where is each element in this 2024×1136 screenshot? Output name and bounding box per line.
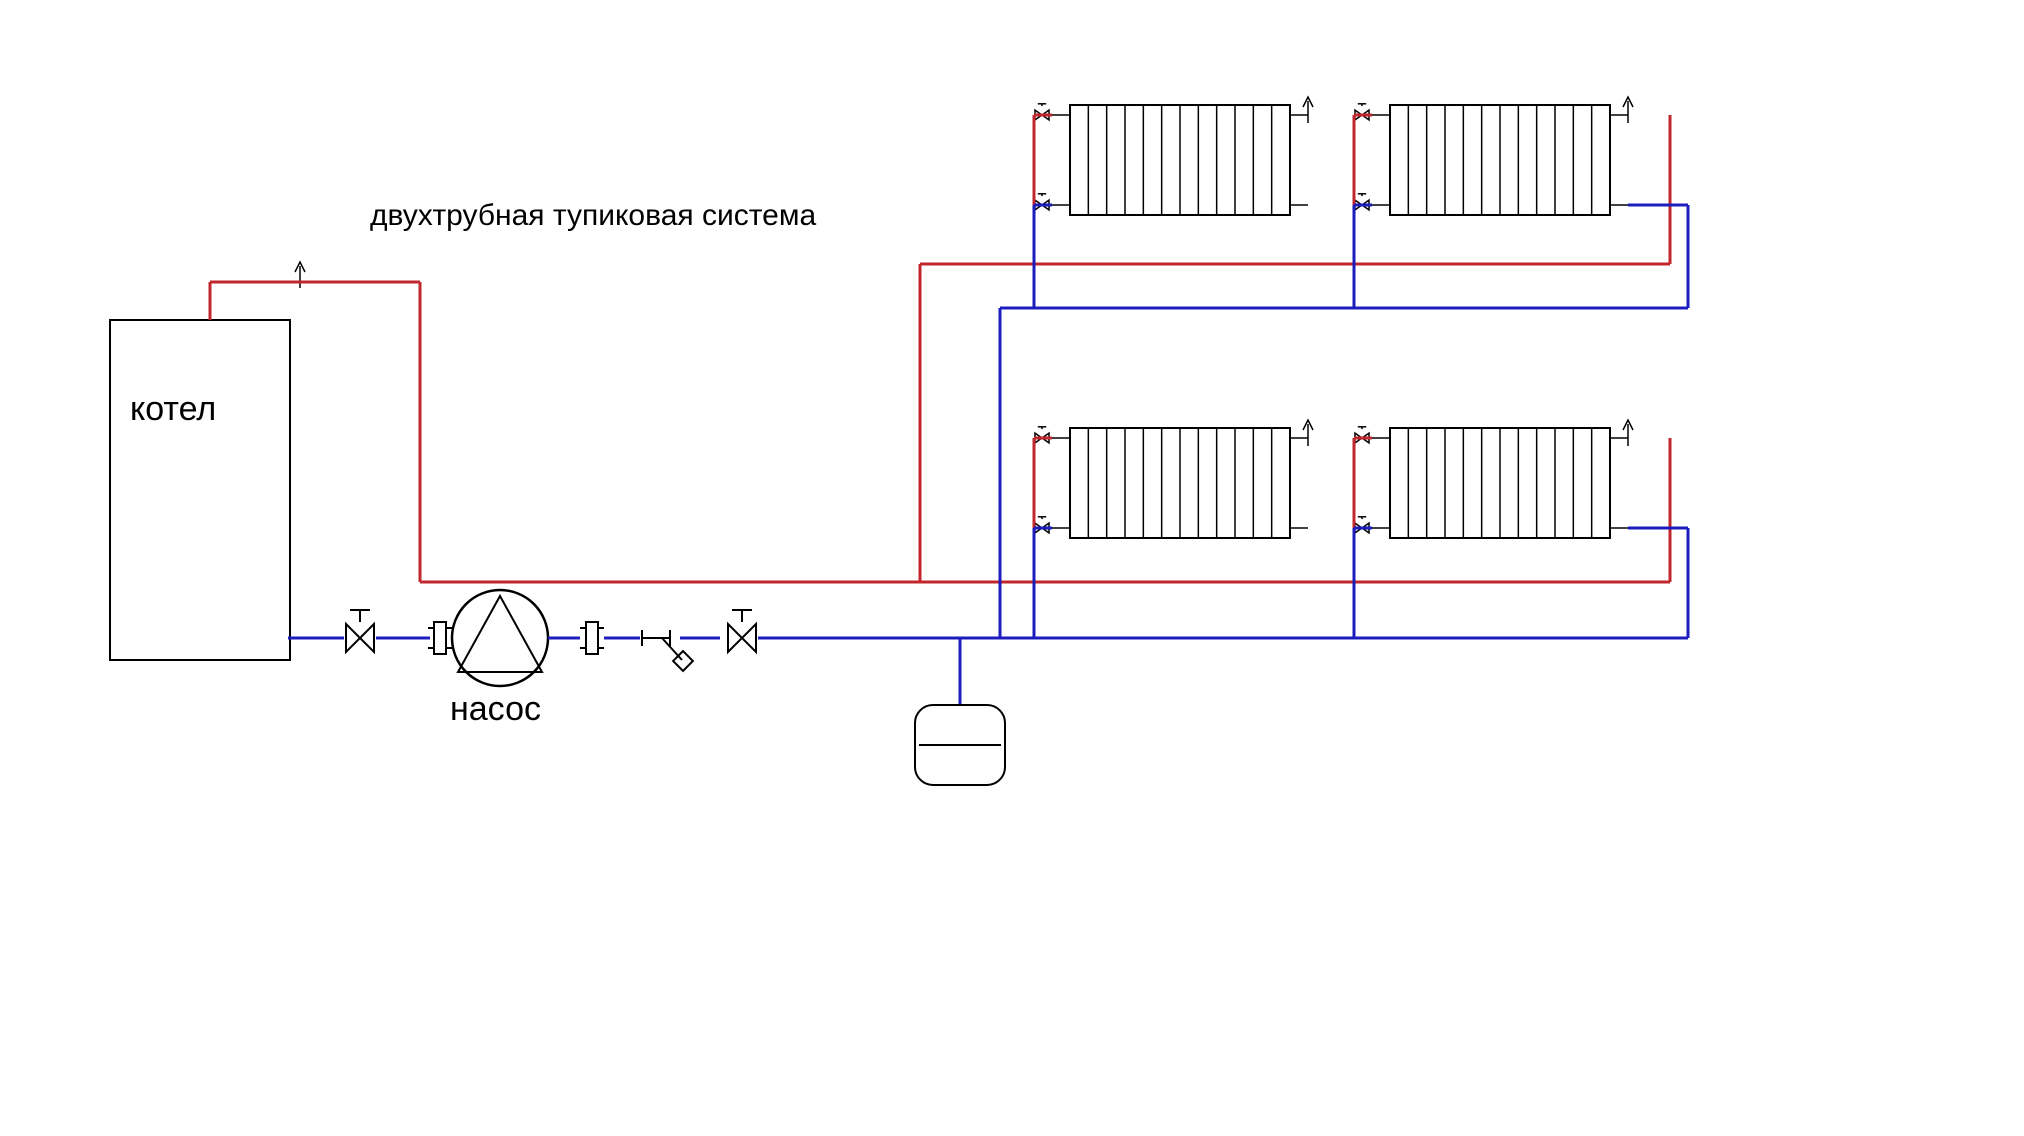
diagram-title: двухтрубная тупиковая система — [370, 199, 816, 232]
boiler — [110, 320, 290, 660]
boiler-label: котел — [130, 390, 216, 428]
pump-label: насос — [450, 690, 541, 728]
